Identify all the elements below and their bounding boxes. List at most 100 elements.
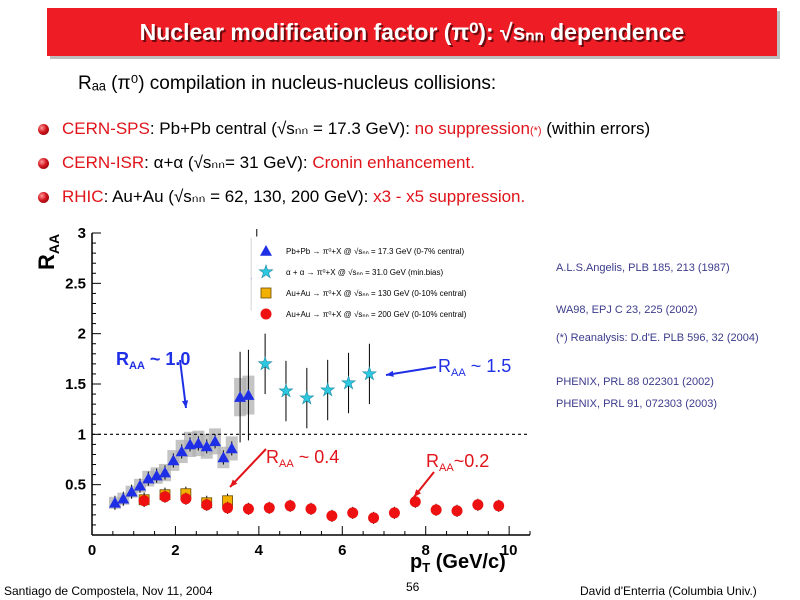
bullet-text: : α+α (√sₙₙ= 31 GeV): [144,153,313,172]
bullet-item-sps: CERN-SPS: Pb+Pb central (√sₙₙ = 17.3 GeV… [38,118,650,152]
legend-label: Au+Au → π⁰+X @ √sₙₙ = 200 GeV (0-10% cen… [286,310,467,319]
legend-label: Au+Au → π⁰+X @ √sₙₙ = 130 GeV (0-10% cen… [286,289,467,298]
data-point [284,500,296,512]
data-point [361,365,377,381]
bullet-label: CERN-SPS [62,119,150,138]
bullet-dot-icon [38,158,49,169]
data-point [388,507,400,519]
x-tick-label: 2 [171,542,179,559]
bullet-highlight: no suppression [414,119,530,138]
bullet-text: : Au+Au (√sₙₙ = 62, 130, 200 GeV): [103,187,374,206]
bullet-highlight: Cronin enhancement. [312,153,475,172]
x-tick-label: 10 [501,542,518,559]
data-point [430,504,442,516]
reference-item: PHENIX, PRL 91, 072303 (2003) [556,398,718,410]
data-point [209,435,222,447]
data-point [347,507,359,519]
annotation-arrowhead [181,400,189,408]
data-point [340,375,357,390]
data-point [184,438,197,450]
annotation-label: RAA ~ 1.5 [438,356,511,379]
bullet-tail: (within errors) [541,119,651,138]
x-tick-label: 8 [422,542,430,559]
legend-box [251,236,523,328]
data-point [108,496,121,508]
data-point [201,499,213,511]
reference-item: (*) Reanalysis: D.d'E. PLB 596, 32 (2004… [556,332,759,344]
reference-item: PHENIX, PRL 88 022301 (2002) [556,376,714,388]
data-point [192,437,205,449]
y-tick-label: 3 [78,225,86,242]
y-tick-label: 2.5 [65,275,86,292]
data-point [138,495,150,507]
legend-marker [258,264,274,279]
data-point [263,502,275,514]
x-tick-label: 0 [88,542,96,559]
annotation-arrow [385,366,437,376]
data-point [167,454,180,466]
bullet-item-isr: CERN-ISR: α+α (√sₙₙ= 31 GeV): Cronin enh… [38,152,650,186]
data-point [257,355,273,371]
bullet-dot-icon [38,124,49,135]
slide-subtitle: Rₐₐ (π⁰) compilation in nucleus-nucleus … [78,73,497,94]
bullet-item-rhic: RHIC: Au+Au (√sₙₙ = 62, 130, 200 GeV): x… [38,186,650,220]
legend-label: Pb+Pb → π⁰+X @ √sₙₙ = 17.3 GeV (0-7% cen… [286,247,464,256]
y-tick-label: 2 [78,326,86,343]
data-point [200,440,213,452]
annotation-arrow [229,448,267,488]
slide-title: Nuclear modification factor (π⁰): √sₙₙ d… [139,18,685,45]
legend-marker [260,308,272,320]
data-point [133,479,146,491]
chart-legend: Pb+Pb → π⁰+X @ √sₙₙ = 17.3 GeV (0-7% cen… [251,236,523,328]
annotation-arrowhead [230,479,238,487]
bullet-text: : Pb+Pb central (√sₙₙ = 17.3 GeV): [149,119,415,138]
data-point [451,505,463,517]
annotation-arrow [179,359,187,409]
bullet-note: (*) [529,125,542,137]
data-point [142,472,155,484]
bullet-highlight: x3 - x5 suppression. [373,187,526,206]
data-point [493,500,505,512]
data-point [242,389,255,400]
data-point [159,466,171,478]
bullet-label: CERN-ISR [62,153,145,172]
reference-item: A.L.S.Angelis, PLB 185, 213 (1987) [556,262,730,274]
data-point [125,485,138,497]
y-tick-label: 1.5 [65,376,86,393]
data-point [278,383,294,398]
annotation-arrowhead [414,489,422,497]
data-point [222,502,234,514]
data-marks [108,228,505,524]
data-point [305,503,317,515]
y-tick-label: 1 [78,426,86,443]
y-tick-label: 0.5 [65,477,86,494]
data-point [217,451,230,463]
data-point [409,496,421,508]
data-point [472,499,484,511]
footer-page-number: 56 [406,580,420,594]
data-point [180,493,192,505]
footer-author: David d'Enterria (Columbia Univ.) [580,584,757,598]
data-point [159,491,171,503]
bullet-dot-icon [38,192,49,203]
x-tick-label: 4 [255,542,264,559]
data-point [299,390,315,405]
annotation-label: RAA~0.2 [426,451,489,474]
data-point [175,445,188,457]
legend-label: α + α → π⁰+X @ √sₙₙ = 31.0 GeV (min.bias… [286,268,443,277]
data-point [326,510,338,522]
legend-marker [260,287,272,299]
annotation-arrowhead [386,370,394,377]
data-point [225,442,238,454]
data-point [368,512,380,524]
slide-title-bar: Nuclear modification factor (π⁰): √sₙₙ d… [47,8,777,56]
bullet-list: CERN-SPS: Pb+Pb central (√sₙₙ = 17.3 GeV… [38,118,650,220]
data-point [117,492,130,504]
x-tick-label: 6 [338,542,346,559]
reference-item: WA98, EPJ C 23, 225 (2002) [556,304,698,316]
annotation-label: RAA ~ 0.4 [266,447,339,470]
data-point [150,469,163,481]
data-point [320,382,336,397]
legend-marker [260,245,272,256]
bullet-label: RHIC [62,187,104,206]
